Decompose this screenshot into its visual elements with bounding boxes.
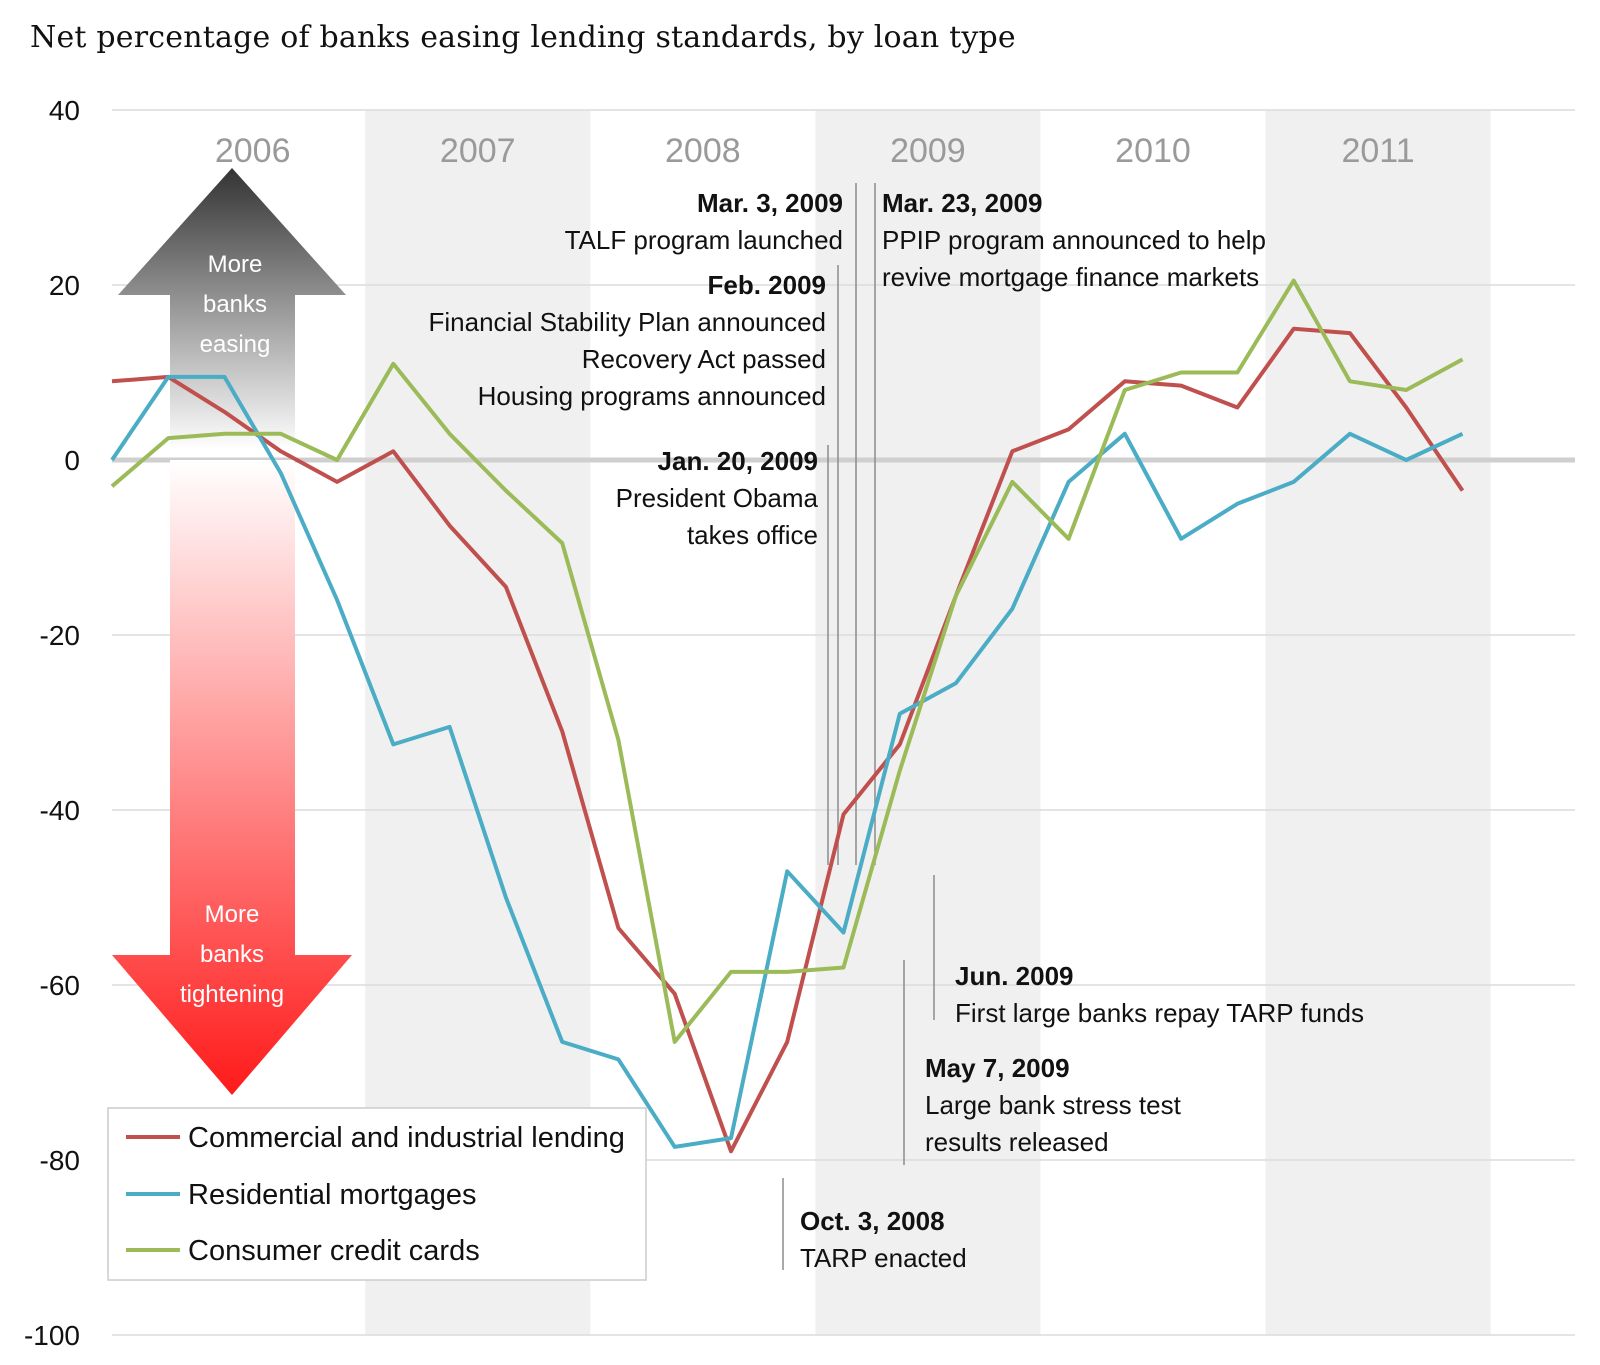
series-line-0 [111, 326, 1465, 1154]
annotation-line: Housing programs announced [478, 381, 826, 411]
arrow-up-line-2: banks [203, 291, 267, 318]
series-line-2 [110, 278, 1464, 1044]
annotation-date: Mar. 23, 2009 [882, 188, 1042, 218]
shaded-band-2011 [1265, 110, 1491, 1335]
annotation-ppip: Mar. 23, 2009 PPIP program announced to h… [882, 188, 1266, 292]
series-line-1 [110, 374, 1464, 1149]
annotation-date: Mar. 3, 2009 [697, 188, 843, 218]
annotation-line: Financial Stability Plan announced [429, 307, 826, 337]
y-tick-label: -100 [24, 1320, 80, 1351]
annotation-date: Feb. 2009 [707, 270, 826, 300]
year-label-2008: 2008 [665, 132, 741, 170]
annotation-leader-lines [782, 183, 935, 1270]
y-tick-label: -80 [40, 1145, 80, 1176]
series-lines [110, 278, 1465, 1154]
annotation-tarp: Oct. 3, 2008 TARP enacted [800, 1206, 967, 1273]
arrow-down-line-1: More [205, 901, 260, 928]
year-label-2010: 2010 [1115, 132, 1191, 170]
legend-box [107, 1107, 647, 1281]
arrow-down-line-2: banks [200, 941, 264, 968]
annotation-line: First large banks repay TARP funds [955, 998, 1364, 1028]
annotation-stress: May 7, 2009 Large bank stress test results… [925, 1053, 1182, 1157]
annotation-date: May 7, 2009 [925, 1053, 1070, 1083]
y-tick-label: -20 [40, 620, 80, 651]
easing-tightening-arrow: More banks easing More banks tightening [112, 168, 352, 1095]
shaded-band-2009 [815, 110, 1041, 1335]
legend-label-commercial: Commercial and industrial lending [188, 1122, 625, 1154]
annotation-line: Recovery Act passed [582, 344, 826, 374]
annotations: Oct. 3, 2008 TARP enacted Jan. 20, 2009 Pre… [429, 188, 1364, 1273]
annotation-line: revive mortgage finance markets [882, 262, 1259, 292]
legend-label-consumer: Consumer credit cards [188, 1235, 480, 1267]
chart-title: Net percentage of banks easing lending s… [30, 20, 1016, 55]
y-tick-label: -60 [40, 970, 80, 1001]
annotation-date: Oct. 3, 2008 [800, 1206, 945, 1236]
legend: Commercial and industrial lending Reside… [107, 1107, 647, 1281]
year-label-2009: 2009 [890, 132, 966, 170]
year-label-2006: 2006 [215, 132, 291, 170]
annotation-talf: Mar. 3, 2009 TALF program launched [565, 188, 843, 255]
annotation-line: Large bank stress test [925, 1090, 1182, 1120]
year-label-2007: 2007 [440, 132, 516, 170]
arrow-down-line-3: tightening [180, 981, 284, 1008]
annotation-line: President Obama [616, 483, 819, 513]
annotation-line: TALF program launched [565, 225, 843, 255]
year-label-2011: 2011 [1341, 132, 1414, 170]
annotation-line: TARP enacted [800, 1243, 967, 1273]
annotation-line: takes office [687, 520, 818, 550]
annotation-fsp: Feb. 2009 Financial Stability Plan announ… [429, 270, 826, 411]
y-tick-label: 0 [64, 445, 80, 476]
annotation-line: results released [925, 1127, 1109, 1157]
down-arrow-shape [112, 460, 352, 1095]
y-tick-label: -40 [40, 795, 80, 826]
y-tick-label: 20 [49, 270, 80, 301]
year-labels: 2006 2007 2008 2009 2010 2011 [215, 132, 1415, 170]
annotation-repay: Jun. 2009 First large banks repay TARP fu… [955, 961, 1364, 1028]
y-tick-label: 40 [49, 95, 80, 126]
arrow-up-line-3: easing [200, 331, 271, 358]
annotation-obama: Jan. 20, 2009 President Obama takes office [616, 446, 819, 550]
annotation-line: PPIP program announced to help [882, 225, 1266, 255]
year-bands [365, 110, 1491, 1335]
y-axis-ticks: 40 20 0 -20 -40 -60 -80 -100 [24, 95, 80, 1351]
annotation-date: Jan. 20, 2009 [658, 446, 818, 476]
annotation-date: Jun. 2009 [955, 961, 1074, 991]
legend-label-residential: Residential mortgages [188, 1179, 477, 1211]
arrow-up-line-1: More [208, 251, 263, 278]
